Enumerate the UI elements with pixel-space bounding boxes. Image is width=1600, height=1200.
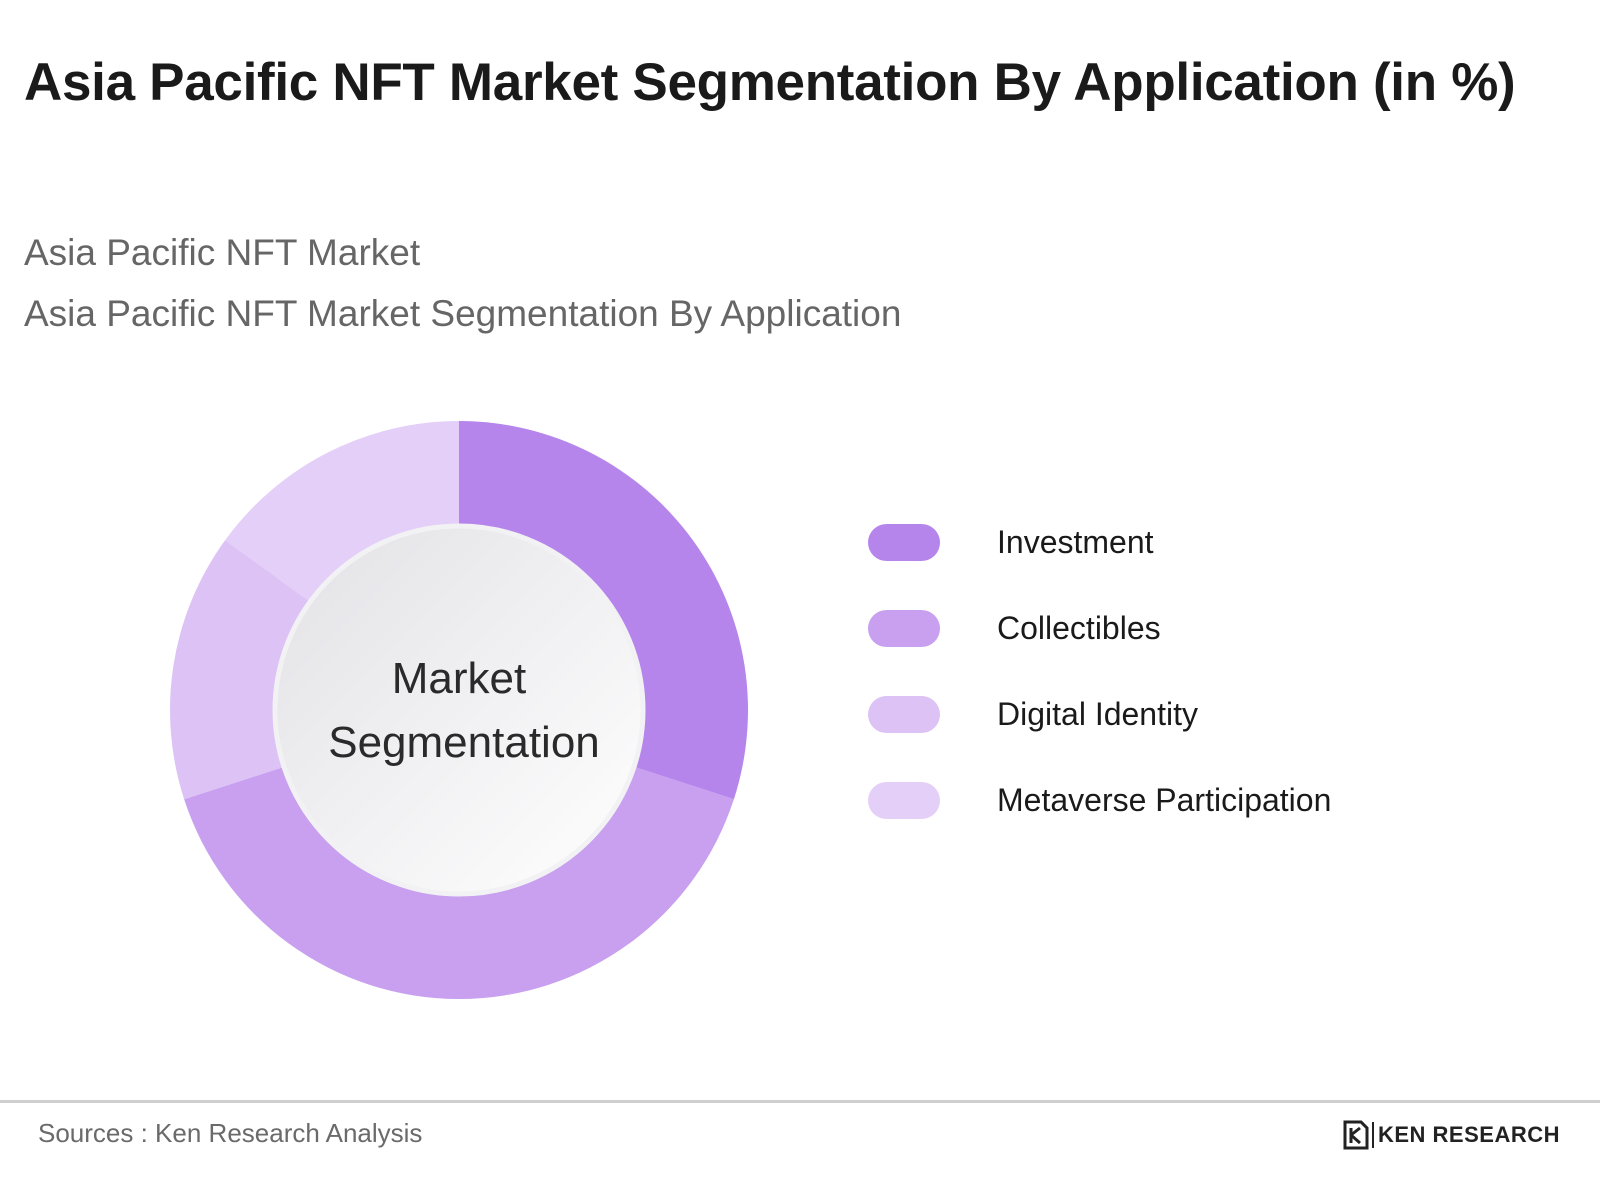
legend-label: Investment (997, 523, 1154, 560)
donut-center (272, 523, 646, 897)
center-label-line1: Market (392, 654, 526, 703)
ken-research-logo: KEN RESEARCH (1343, 1120, 1560, 1150)
legend: Investment Collectibles Digital Identity… (868, 522, 1331, 866)
legend-swatch (868, 695, 940, 733)
chart-subtitle-market: Asia Pacific NFT Market (24, 232, 421, 273)
legend-swatch (868, 523, 940, 561)
legend-item-collectibles: Collectibles (868, 608, 1331, 648)
legend-swatch (868, 609, 940, 647)
center-label-line2: Segmentation (328, 718, 600, 767)
legend-label: Metaverse Participation (997, 781, 1332, 818)
footer-divider (0, 1100, 1600, 1103)
legend-swatch (868, 781, 940, 819)
legend-label: Digital Identity (997, 695, 1198, 732)
logo-separator (1371, 1122, 1374, 1148)
source-note: Sources : Ken Research Analysis (38, 1118, 423, 1148)
chart-subtitle-segmentation: Asia Pacific NFT Market Segmentation By … (24, 293, 902, 334)
legend-item-metaverse-participation: Metaverse Participation (868, 780, 1331, 820)
legend-item-digital-identity: Digital Identity (868, 694, 1331, 734)
ken-research-logo-icon (1343, 1120, 1369, 1150)
legend-label: Collectibles (997, 609, 1161, 646)
brand-name: KEN RESEARCH (1377, 1122, 1560, 1147)
legend-item-investment: Investment (868, 522, 1331, 562)
donut-chart: Market Segmentation (170, 421, 749, 1000)
chart-title: Asia Pacific NFT Market Segmentation By … (24, 53, 1516, 112)
